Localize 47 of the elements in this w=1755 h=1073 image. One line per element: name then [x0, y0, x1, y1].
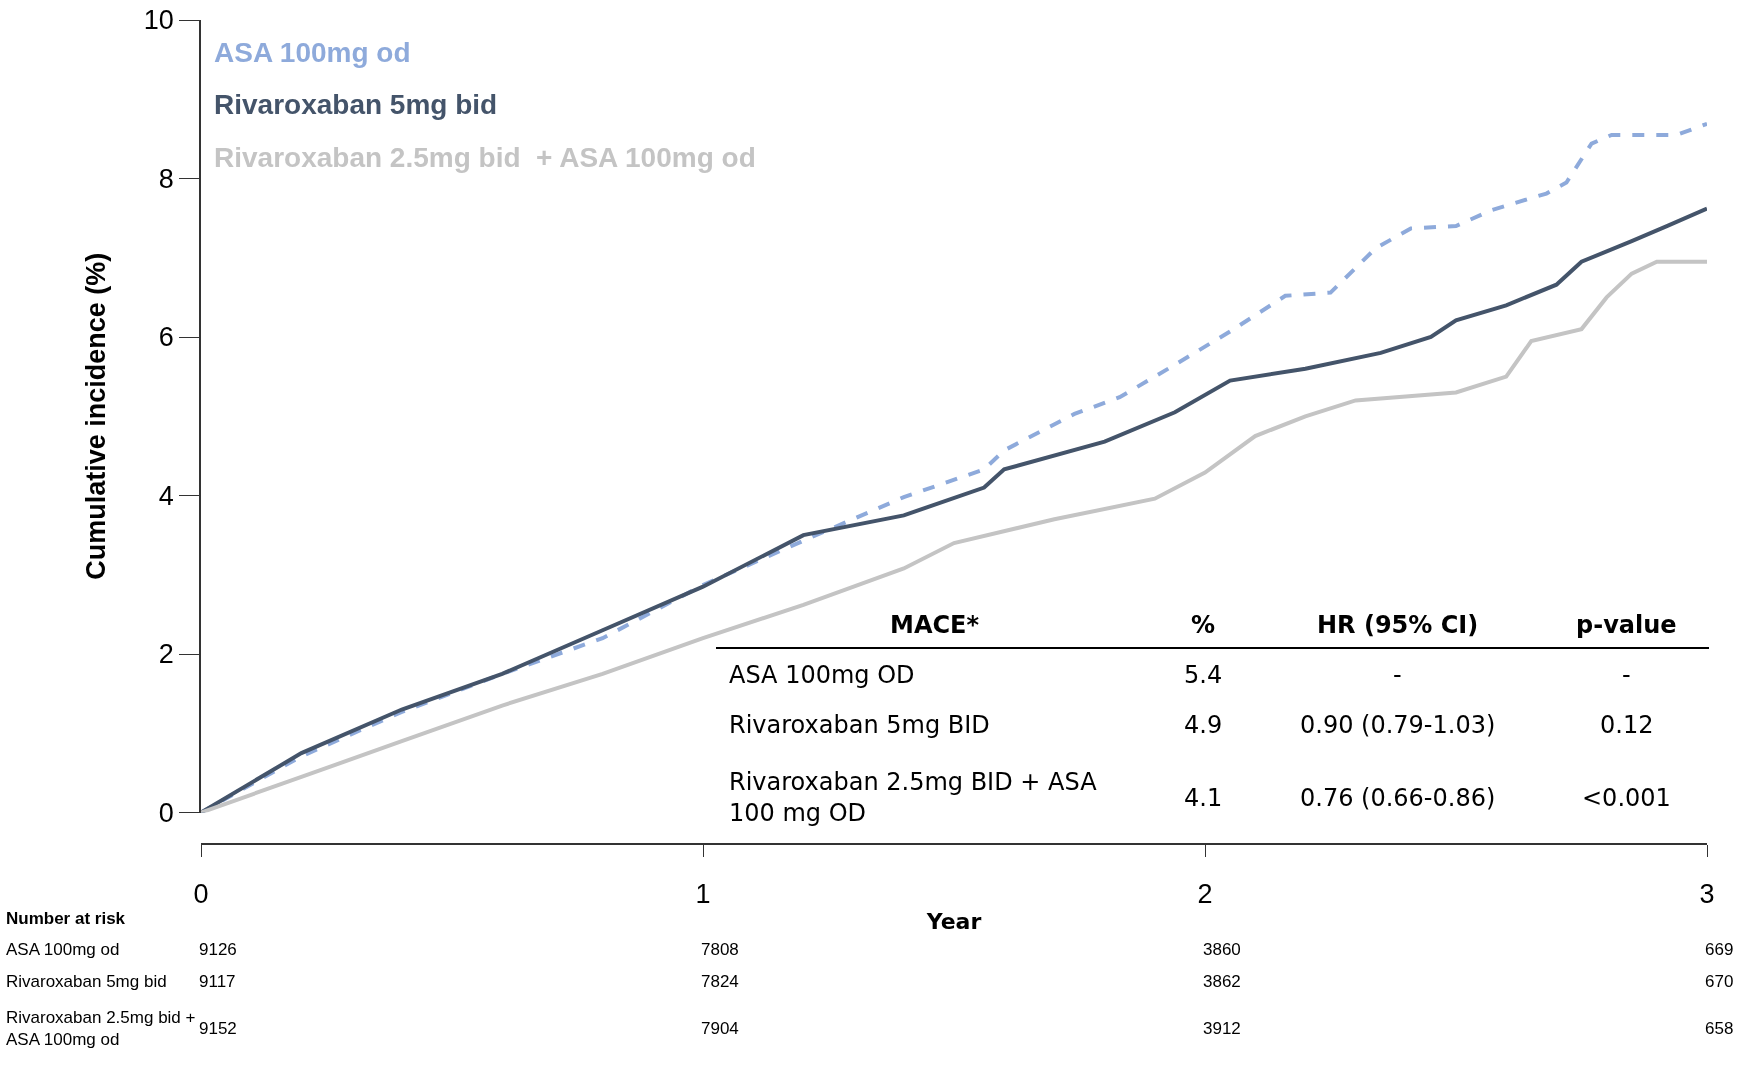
text: Rivaroxaban 2.5mg bid + ASA 100mg od [214, 142, 756, 173]
text: 7904 [701, 1019, 739, 1038]
text: 9126 [199, 940, 237, 959]
y-tick-label: 2 [158, 639, 174, 670]
annotation: <0.001 [1582, 784, 1671, 812]
y-tick-label: 8 [158, 163, 174, 194]
x-tick-label: 3 [1699, 879, 1715, 910]
annotation: Rivaroxaban 5mg BID [729, 711, 990, 739]
text: 7824 [701, 972, 739, 991]
annotation: 0.12 [1600, 711, 1654, 739]
text: 670 [1705, 972, 1734, 991]
annotation: 4.1 [1184, 784, 1223, 812]
text: Number at risk [6, 909, 126, 928]
y-tick-label: 4 [158, 480, 174, 511]
text: 3862 [1203, 972, 1241, 991]
text: ASA 100mg od [6, 940, 120, 959]
annotation: - [1622, 661, 1631, 689]
y-tick-label: 6 [158, 322, 174, 353]
annotation: 0.90 (0.79-1.03) [1300, 711, 1496, 739]
text: 7808 [701, 940, 739, 959]
annotation: - [1393, 661, 1402, 689]
annotation: ASA 100mg OD [729, 661, 915, 689]
annotation: Rivaroxaban 2.5mg BID + ASA 100 mg OD [729, 768, 1098, 828]
text: ASA 100mg od [214, 37, 411, 68]
x-tick-label: 1 [695, 879, 711, 910]
x-tick-label: 0 [193, 879, 209, 910]
y-tick-label: 10 [143, 5, 174, 36]
y-axis-title: Cumulative incidence (%) [81, 252, 112, 580]
text: Rivaroxaban 2.5mg bid + ASA 100mg od [6, 1008, 196, 1050]
annotation: p-value [1576, 611, 1677, 639]
annotation: 0.76 (0.66-0.86) [1300, 784, 1496, 812]
annotation: 5.4 [1184, 661, 1223, 689]
y-tick-label: 0 [158, 798, 174, 828]
text: 3860 [1203, 940, 1241, 959]
text: Rivaroxaban 5mg bid [214, 89, 498, 120]
text: 9117 [199, 972, 236, 991]
text: 9152 [199, 1019, 237, 1038]
x-tick-label: 2 [1197, 879, 1213, 910]
text: 658 [1705, 1019, 1734, 1038]
text: 3912 [1203, 1019, 1241, 1038]
x-axis-title: Year [925, 908, 982, 934]
annotation: % [1191, 611, 1216, 639]
annotation: 4.9 [1184, 711, 1223, 739]
annotation: HR (95% CI) [1317, 611, 1479, 639]
text: Rivaroxaban 5mg bid [6, 972, 167, 991]
text: 669 [1705, 940, 1734, 959]
annotation: MACE* [890, 611, 980, 639]
